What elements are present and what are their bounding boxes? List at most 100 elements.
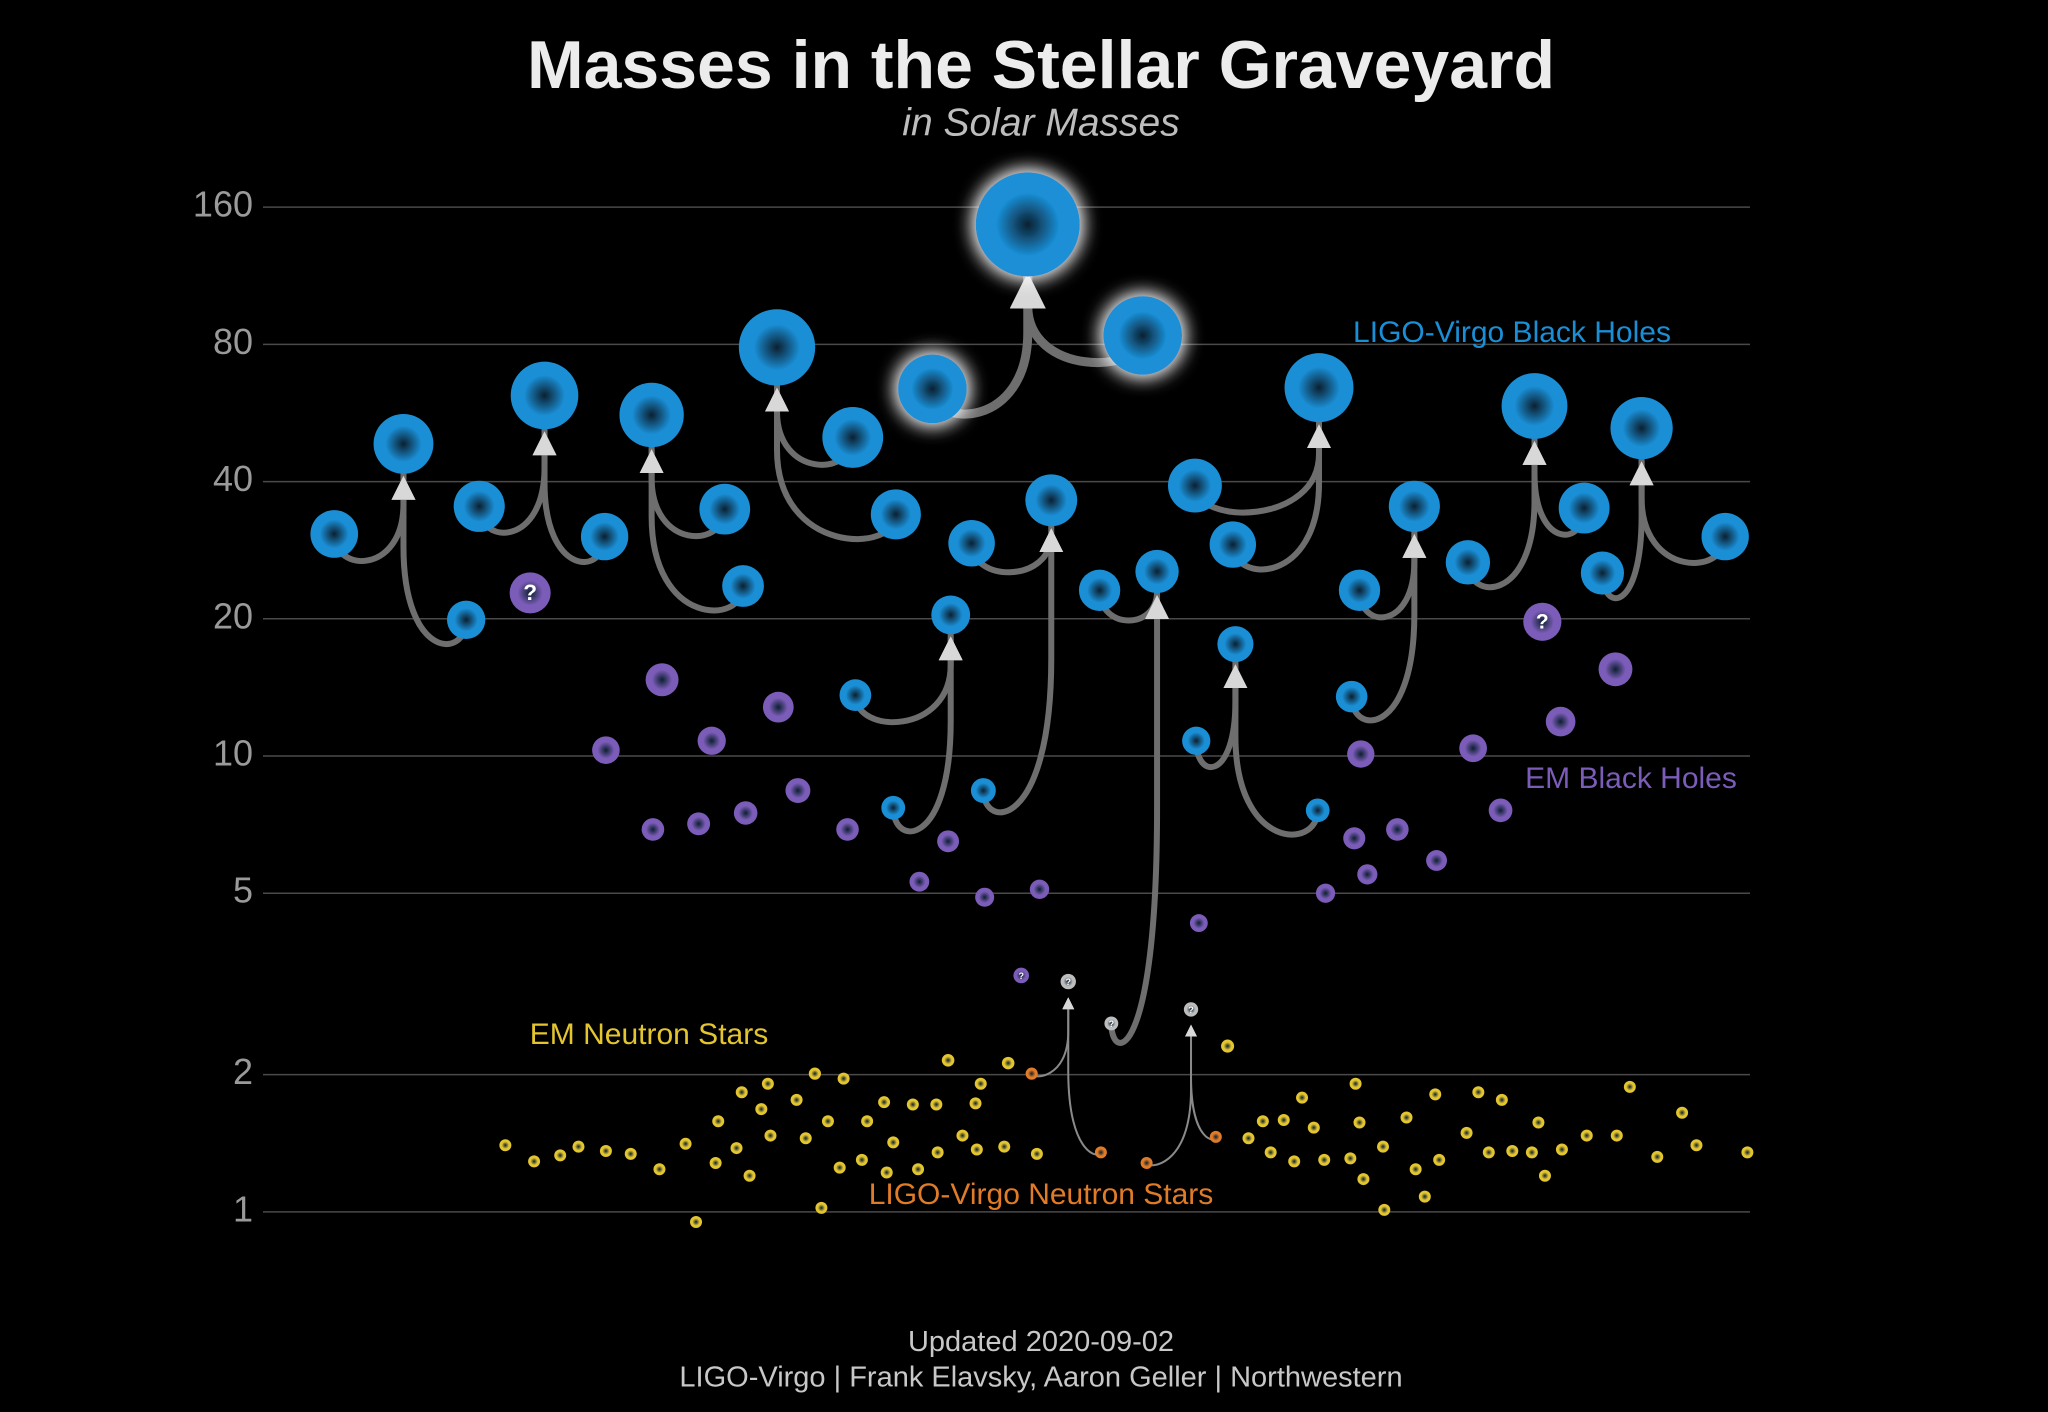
data-point	[815, 1201, 828, 1214]
merger-arrow	[1348, 533, 1427, 724]
data-point	[970, 1143, 983, 1156]
data-point	[1256, 1115, 1269, 1128]
data-point	[878, 1096, 891, 1109]
data-point	[1651, 1150, 1664, 1163]
data-point	[1676, 1106, 1689, 1119]
data-point	[1482, 1146, 1495, 1159]
data-point	[906, 1098, 919, 1111]
footer-credit: LIGO-Virgo | Frank Elavsky, Aaron Geller…	[679, 1362, 1402, 1394]
data-point	[1460, 1126, 1473, 1139]
data-point	[1318, 1153, 1331, 1166]
data-point	[974, 1077, 987, 1090]
merger-arrow	[765, 384, 899, 542]
data-point	[1288, 1155, 1301, 1168]
data-point	[690, 1215, 703, 1228]
data-point	[592, 736, 620, 764]
data-point	[1353, 1116, 1366, 1129]
data-point	[931, 1146, 944, 1159]
data-point	[619, 382, 684, 448]
data-point	[898, 354, 967, 424]
data-point	[1558, 482, 1610, 534]
data-point	[1305, 798, 1330, 823]
data-point	[1347, 740, 1375, 768]
data-point	[1189, 914, 1208, 933]
y-tick-label: 2	[233, 1051, 253, 1092]
data-point	[679, 1137, 692, 1150]
data-point	[1433, 1153, 1446, 1166]
data-point	[1610, 397, 1673, 460]
data-point	[572, 1140, 585, 1153]
data-point	[1523, 602, 1562, 641]
data-point	[554, 1149, 567, 1162]
data-point	[1501, 373, 1568, 439]
data-point	[1221, 1039, 1235, 1053]
data-point	[870, 489, 921, 540]
data-point	[712, 1115, 725, 1128]
data-point	[1103, 296, 1183, 375]
data-point	[937, 830, 960, 853]
data-point	[1555, 1143, 1568, 1156]
data-point	[969, 1097, 982, 1110]
point-label: ?	[1536, 610, 1549, 633]
merger-arrow	[890, 636, 963, 835]
y-tick-label: 5	[233, 870, 253, 911]
point-label: ?	[523, 580, 537, 605]
data-point	[855, 1153, 868, 1166]
data-point	[624, 1147, 637, 1160]
data-point	[580, 512, 629, 561]
data-point	[1426, 850, 1447, 871]
chart-subtitle: in Solar Masses	[902, 101, 1179, 144]
footer-updated: Updated 2020-09-02	[908, 1326, 1174, 1358]
chart-title: Masses in the Stellar Graveyard	[527, 27, 1555, 103]
data-point	[880, 1166, 893, 1179]
data-point	[1338, 569, 1381, 611]
data-point	[1264, 1146, 1277, 1159]
data-point	[1182, 726, 1211, 755]
data-point	[1209, 1130, 1222, 1143]
point-label: ?	[1066, 977, 1072, 987]
y-tick-label: 160	[193, 184, 253, 225]
data-point	[709, 1156, 722, 1169]
merger-arrow	[532, 426, 608, 565]
point-label: ?	[1109, 1019, 1115, 1029]
data-point	[1378, 1203, 1391, 1216]
data-point	[1538, 1169, 1551, 1182]
data-point	[1418, 1190, 1431, 1203]
data-point	[975, 887, 995, 907]
data-point	[310, 510, 359, 558]
data-point	[839, 679, 872, 712]
data-point	[1209, 521, 1257, 568]
y-tick-label: 10	[213, 733, 253, 774]
data-point	[808, 1067, 821, 1080]
data-point	[1388, 480, 1440, 532]
data-point	[764, 1129, 777, 1142]
data-point	[1307, 1121, 1320, 1134]
data-point	[1741, 1146, 1754, 1159]
data-point	[373, 413, 434, 474]
data-point	[822, 407, 884, 468]
merger-arrow	[1522, 432, 1588, 538]
data-point	[1030, 1147, 1043, 1160]
series-label: LIGO-Virgo Neutron Stars	[869, 1178, 1214, 1211]
data-point	[1429, 1088, 1442, 1101]
data-point	[1349, 1077, 1362, 1090]
data-point	[1140, 1156, 1153, 1169]
data-point	[836, 818, 859, 841]
series-label: EM Neutron Stars	[530, 1018, 768, 1051]
data-point	[1400, 1111, 1413, 1124]
data-point	[653, 1163, 666, 1176]
merger-arrow	[980, 528, 1064, 816]
data-point	[599, 1144, 612, 1157]
y-tick-label: 80	[213, 321, 253, 362]
merger-arrow	[1223, 662, 1321, 838]
data-point	[528, 1155, 541, 1168]
data-point	[1598, 652, 1633, 687]
merger-arrow	[391, 474, 470, 647]
data-point	[1168, 458, 1222, 513]
data-point	[970, 778, 996, 803]
data-point	[1104, 1016, 1119, 1031]
data-point	[1315, 883, 1336, 903]
merger-arrow	[1629, 454, 1729, 566]
data-point	[1580, 551, 1625, 595]
data-point	[1472, 1086, 1485, 1099]
